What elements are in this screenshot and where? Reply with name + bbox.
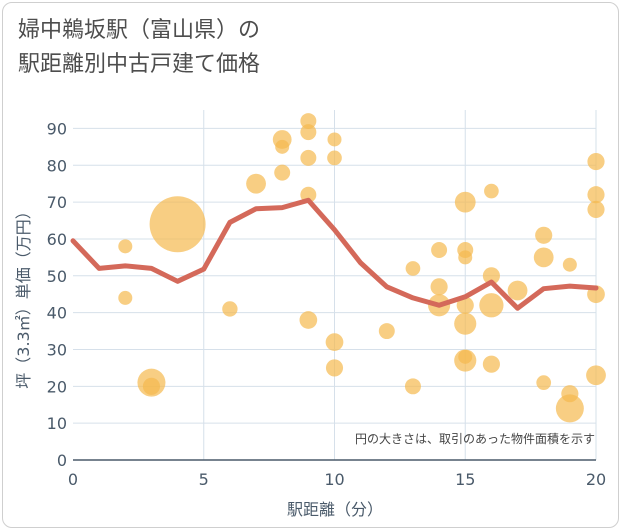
data-bubble <box>587 200 605 219</box>
y-tick-label: 30 <box>47 340 67 359</box>
y-tick-label: 10 <box>47 414 67 433</box>
data-bubble <box>142 377 161 395</box>
data-bubble <box>533 247 554 268</box>
x-tick-label: 20 <box>586 470 606 489</box>
data-bubble <box>484 183 499 199</box>
y-axis-label: 坪（3.3㎡）単価（万円） <box>14 203 33 388</box>
data-bubble <box>325 333 344 351</box>
data-bubble <box>299 311 318 329</box>
y-tick-label: 0 <box>57 451 67 470</box>
data-bubble <box>454 312 477 335</box>
data-bubble <box>587 153 605 171</box>
data-bubble <box>456 296 474 314</box>
data-bubble <box>118 290 133 305</box>
data-bubble <box>507 280 528 301</box>
data-bubble <box>378 323 395 340</box>
data-bubble <box>327 132 342 147</box>
data-bubble <box>562 257 577 272</box>
x-tick-label: 10 <box>324 470 344 489</box>
data-bubble <box>149 196 206 253</box>
trend-series <box>70 197 599 311</box>
data-bubble <box>555 394 584 423</box>
data-bubble <box>535 226 553 244</box>
y-tick-label: 70 <box>47 193 67 212</box>
data-bubble <box>300 124 317 141</box>
y-tick-label: 80 <box>47 156 67 175</box>
y-tick-label: 50 <box>47 267 67 286</box>
data-bubble <box>246 173 266 194</box>
data-bubble <box>482 267 500 285</box>
data-bubble <box>405 261 421 276</box>
data-bubble <box>404 378 421 395</box>
y-tick-label: 40 <box>47 304 67 323</box>
bubble-series <box>118 113 606 423</box>
data-bubble <box>222 301 238 317</box>
x-axis-label: 駅距離（分） <box>287 500 383 519</box>
data-bubble <box>431 242 448 258</box>
data-bubble <box>118 239 133 254</box>
data-bubble <box>275 139 290 154</box>
data-bubble <box>454 349 477 372</box>
chart-title-line1: 婦中鵜坂駅（富山県）の <box>18 18 261 43</box>
tick-labels: 0 10 20 30 40 50 60 70 80 90 0 5 10 15 20 <box>47 119 607 489</box>
x-tick-label: 0 <box>68 470 78 489</box>
chart-title: 婦中鵜坂駅（富山県）の 駅距離別中古戸建て価格 <box>18 14 260 82</box>
y-tick-label: 90 <box>47 119 67 138</box>
data-bubble <box>300 186 317 203</box>
data-bubble <box>327 150 342 166</box>
data-bubble <box>300 113 317 130</box>
trend-line <box>70 197 599 311</box>
data-bubble <box>325 359 344 377</box>
y-tick-label: 20 <box>47 377 67 396</box>
data-bubble <box>536 375 552 390</box>
x-tick-label: 15 <box>455 470 475 489</box>
data-bubble <box>458 250 473 265</box>
data-bubble <box>586 365 606 386</box>
bubble-size-note: 円の大きさは、取引のあった物件面積を示す <box>355 431 595 446</box>
data-bubble <box>479 293 504 318</box>
data-bubble <box>482 355 500 373</box>
data-bubble <box>587 186 605 204</box>
data-bubble <box>454 191 476 213</box>
data-bubble <box>430 278 448 296</box>
data-bubble <box>274 164 291 181</box>
data-bubble <box>300 149 317 166</box>
chart-title-line2: 駅距離別中古戸建て価格 <box>18 52 261 77</box>
x-tick-label: 5 <box>199 470 209 489</box>
y-tick-label: 60 <box>47 230 67 249</box>
